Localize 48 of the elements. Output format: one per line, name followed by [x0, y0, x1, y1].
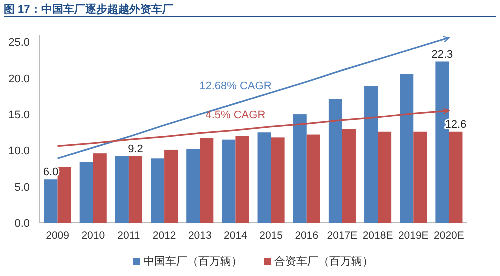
bar	[44, 180, 58, 223]
x-tick-label: 2017E	[327, 230, 358, 242]
bar	[400, 74, 414, 223]
x-tick-label: 2013	[188, 230, 212, 242]
y-tick-label: 10.0	[8, 146, 30, 158]
x-tick-label: 2011	[118, 230, 140, 242]
bar	[236, 136, 250, 223]
bar	[414, 132, 428, 223]
bar	[271, 138, 285, 223]
legend-label: 中国车厂（百万辆）	[144, 255, 242, 268]
x-tick-label: 2014	[224, 230, 248, 242]
bar	[222, 140, 236, 223]
y-tick-label: 5.0	[14, 182, 30, 194]
bar	[293, 114, 307, 223]
bar	[258, 132, 272, 223]
data-label: 22.3	[432, 48, 454, 61]
data-label: 9.2	[128, 143, 144, 156]
x-tick-label: 2016	[295, 230, 319, 242]
bar	[164, 150, 178, 223]
x-tick-label: 2009	[46, 230, 70, 242]
bar	[80, 162, 94, 223]
annotation: 4.5% CAGR	[206, 109, 266, 122]
x-tick-label: 2015	[260, 230, 284, 242]
bar	[151, 158, 165, 223]
x-tick-label: 2018E	[362, 230, 394, 242]
legend-label: 合资车厂（百万辆）	[274, 255, 374, 268]
bar	[58, 167, 72, 223]
bar	[364, 86, 378, 223]
y-tick-label: 20.0	[8, 73, 30, 86]
annotation: 12.68% CAGR	[200, 80, 272, 93]
bar	[128, 156, 142, 223]
bar	[115, 156, 129, 223]
y-tick-label: 25.0	[8, 37, 30, 50]
bar	[378, 132, 392, 223]
bar	[306, 134, 320, 223]
y-tick-label: 0.0	[14, 218, 30, 230]
bar	[328, 99, 342, 223]
bar	[93, 154, 107, 223]
bar	[449, 132, 463, 223]
x-tick-label: 2010	[82, 230, 106, 242]
bar	[186, 149, 200, 223]
bar	[342, 129, 356, 223]
x-tick-label: 2012	[152, 230, 176, 242]
chart-title: 图 17：中国车厂逐步超越外资车厂	[4, 3, 174, 16]
bar	[200, 138, 214, 223]
x-tick-label: 2019E	[398, 230, 429, 242]
x-tick-label: 2020E	[434, 230, 464, 242]
y-tick-label: 15.0	[8, 110, 30, 122]
